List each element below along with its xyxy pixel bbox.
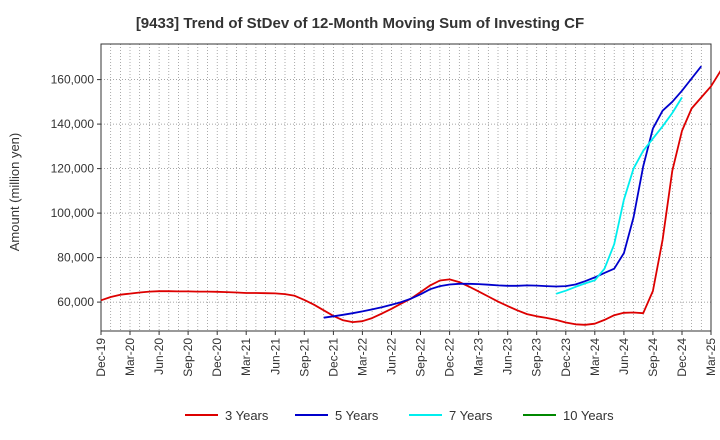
x-tick-label: Jun-23 <box>501 338 515 375</box>
x-tick-label: Jun-22 <box>385 338 399 375</box>
chart-title: [9433] Trend of StDev of 12-Month Moving… <box>136 15 584 32</box>
x-tick-label: Jun-24 <box>617 338 631 375</box>
series-layer <box>100 65 720 326</box>
x-tick-label: Dec-21 <box>326 338 340 377</box>
plot-frame <box>100 43 712 332</box>
x-tick-label: Dec-19 <box>94 338 108 377</box>
legend: 3 Years 5 Years 7 Years 10 Years <box>185 408 614 423</box>
y-tick-label: 160,000 <box>51 73 95 87</box>
x-tick-label: Mar-25 <box>704 338 718 376</box>
series-line-7-years <box>555 96 683 295</box>
x-tick-label: Sep-24 <box>646 338 660 377</box>
x-tick-label: Mar-21 <box>239 338 253 376</box>
x-tick-label: Mar-23 <box>472 338 486 376</box>
x-tick-label: Dec-23 <box>559 338 573 377</box>
x-tick-label: Jun-20 <box>152 338 166 375</box>
x-tick-label: Sep-22 <box>414 338 428 377</box>
grid <box>100 44 712 331</box>
legend-label: 10 Years <box>563 408 614 423</box>
legend-label: 5 Years <box>335 408 379 423</box>
legend-label: 7 Years <box>449 408 493 423</box>
x-tick-label: Dec-20 <box>210 338 224 377</box>
x-tick-label: Dec-24 <box>675 338 689 377</box>
y-tick-label: 120,000 <box>51 162 95 176</box>
y-tick-label: 60,000 <box>57 295 94 309</box>
y-tick-label: 140,000 <box>51 117 95 131</box>
x-tick-label: Mar-24 <box>588 338 602 376</box>
x-tick-label: Dec-22 <box>443 338 457 377</box>
y-tick-label: 80,000 <box>57 251 94 265</box>
x-tick-label: Mar-22 <box>355 338 369 376</box>
series-line-3-years <box>100 70 720 326</box>
y-axis-label: Amount (million yen) <box>7 133 22 252</box>
series-line-5-years <box>323 65 703 319</box>
legend-label: 3 Years <box>225 408 269 423</box>
x-tick-label: Sep-21 <box>297 338 311 377</box>
x-tick-label: Jun-21 <box>268 338 282 375</box>
x-tick-label: Mar-20 <box>123 338 137 376</box>
x-axis-ticks: Dec-19 Mar-20 Jun-20 Sep-20 Dec-20 Mar-21 Jun-… <box>94 331 718 377</box>
y-axis-ticks: 60,000 80,000 100,000 120,000 140,000 160,000 <box>51 73 101 309</box>
y-tick-label: 100,000 <box>51 206 95 220</box>
x-tick-label: Sep-20 <box>181 338 195 377</box>
x-tick-label: Sep-23 <box>530 338 544 377</box>
